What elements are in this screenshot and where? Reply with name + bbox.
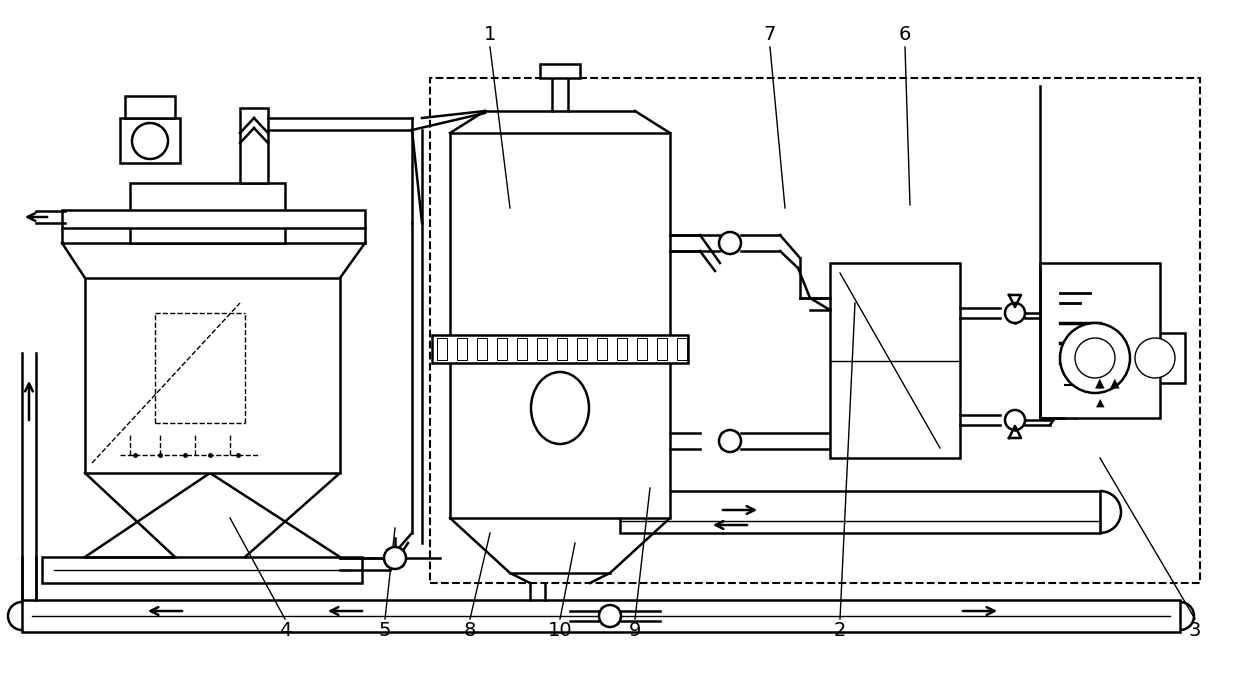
- Text: 4: 4: [279, 621, 291, 641]
- Bar: [539, 64, 580, 78]
- Bar: [618, 338, 627, 360]
- Text: 2: 2: [833, 621, 846, 641]
- Circle shape: [1135, 338, 1176, 378]
- Bar: [677, 338, 687, 360]
- Bar: [517, 338, 527, 360]
- Text: 5: 5: [378, 621, 392, 641]
- Bar: [1087, 323, 1104, 393]
- Bar: [458, 338, 467, 360]
- Circle shape: [384, 547, 405, 569]
- Circle shape: [599, 605, 621, 627]
- Text: 6: 6: [899, 26, 911, 44]
- Bar: [241, 108, 268, 183]
- Text: 3: 3: [1189, 621, 1202, 641]
- Circle shape: [1004, 303, 1025, 323]
- Circle shape: [719, 232, 742, 254]
- Bar: [557, 338, 567, 360]
- Circle shape: [131, 123, 167, 159]
- Bar: [477, 338, 487, 360]
- Text: 10: 10: [548, 621, 573, 641]
- Bar: [596, 338, 608, 360]
- Circle shape: [1060, 323, 1130, 393]
- Bar: [430, 78, 1200, 583]
- Text: 8: 8: [464, 621, 476, 641]
- Bar: [120, 118, 180, 163]
- Bar: [577, 338, 587, 360]
- Bar: [637, 338, 647, 360]
- Bar: [22, 600, 1180, 632]
- Bar: [432, 335, 688, 363]
- Text: ▲: ▲: [1096, 398, 1105, 408]
- Text: 9: 9: [629, 621, 641, 641]
- Bar: [125, 96, 175, 118]
- Bar: [830, 263, 960, 458]
- Circle shape: [719, 430, 742, 452]
- Bar: [62, 210, 365, 228]
- Text: ▲: ▲: [1095, 376, 1105, 390]
- Bar: [42, 557, 362, 583]
- Bar: [130, 183, 285, 243]
- Bar: [86, 278, 340, 473]
- Bar: [497, 338, 507, 360]
- Bar: [450, 133, 670, 518]
- Text: ▲: ▲: [1110, 376, 1120, 390]
- Bar: [436, 338, 446, 360]
- Circle shape: [1075, 338, 1115, 378]
- Bar: [537, 338, 547, 360]
- Ellipse shape: [531, 372, 589, 444]
- Bar: [657, 338, 667, 360]
- Circle shape: [1004, 410, 1025, 430]
- Bar: [620, 491, 1100, 533]
- Bar: [1040, 263, 1159, 418]
- Bar: [1130, 333, 1185, 383]
- Text: 7: 7: [764, 26, 776, 44]
- Text: 1: 1: [484, 26, 496, 44]
